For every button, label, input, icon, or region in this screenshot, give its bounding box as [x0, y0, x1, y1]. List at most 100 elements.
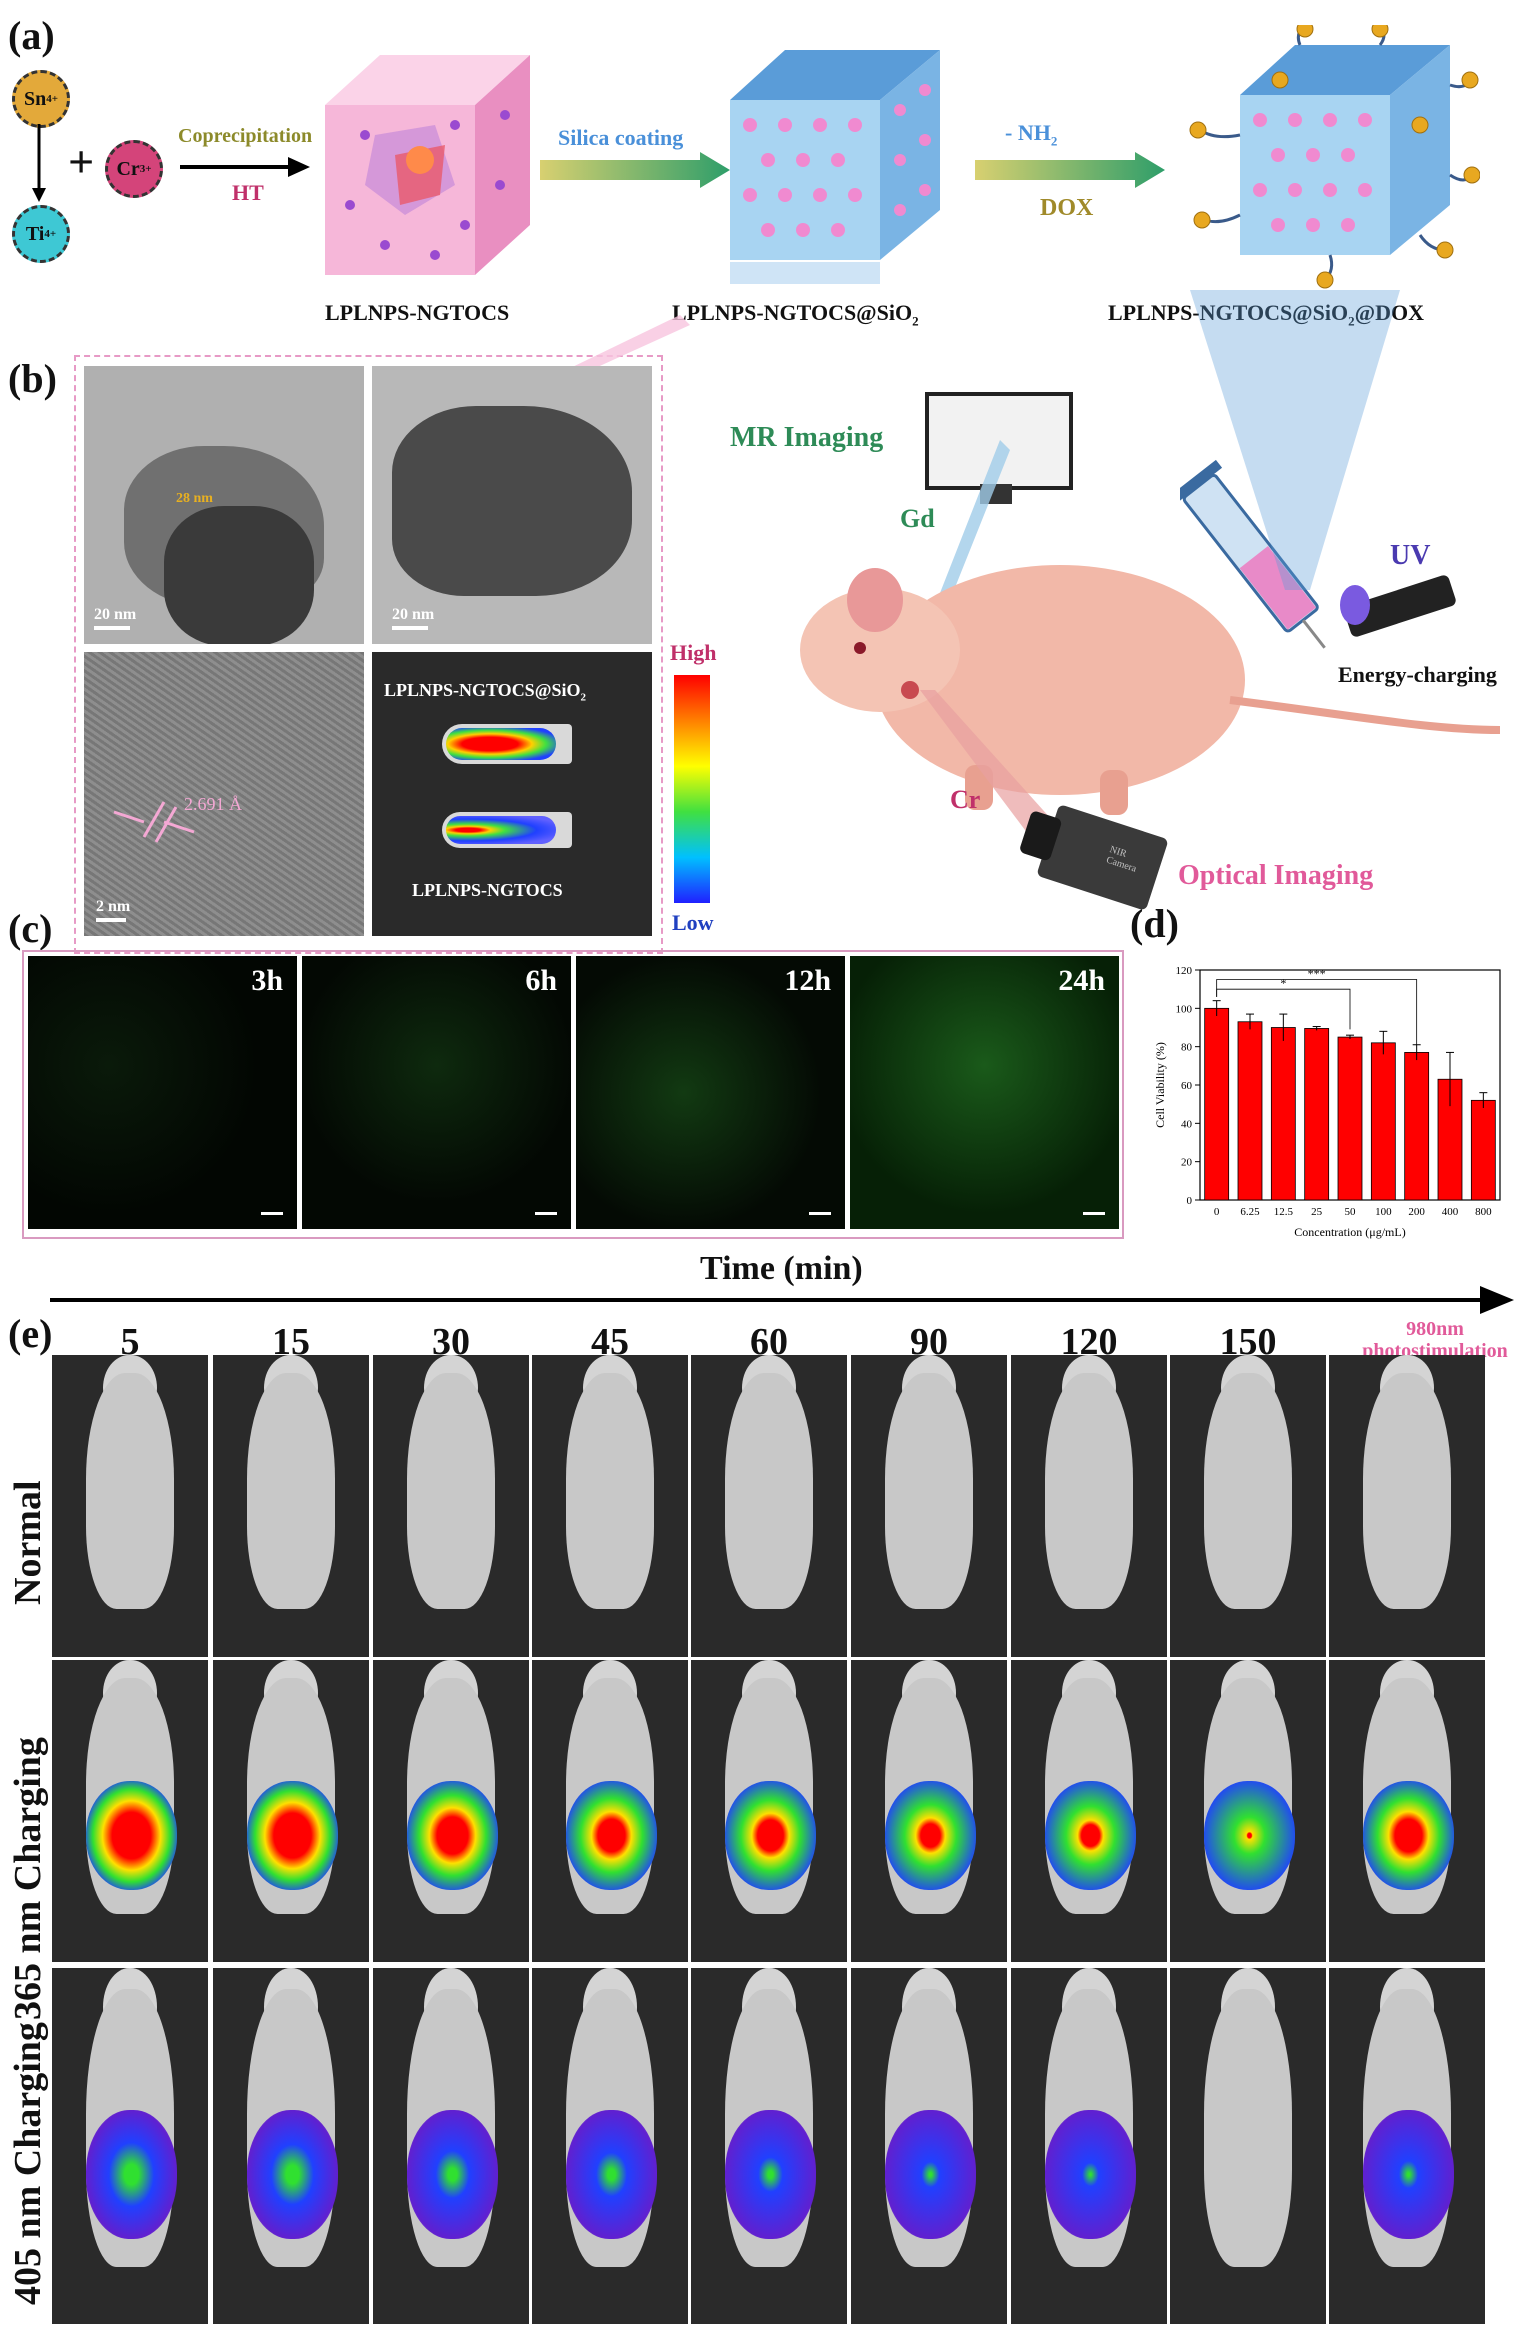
product3-name: LPLNPS-NGTOCS@SiO	[1108, 300, 1349, 325]
cr-label-imaging: Cr	[950, 785, 981, 814]
bar	[1370, 1042, 1396, 1201]
nh2-label: - NH2	[1005, 120, 1057, 149]
in-vivo-image	[1170, 1968, 1326, 2324]
significance-label: ***	[1308, 967, 1326, 981]
dox-beam	[1190, 290, 1400, 590]
tem-callout	[560, 315, 690, 375]
ht-label: HT	[232, 180, 264, 205]
luminescence-signal	[1363, 2110, 1454, 2239]
coprecipitation-label: Coprecipitation	[178, 125, 313, 147]
mouse-body	[247, 1373, 335, 1609]
hrtem-scale-label: 2 nm	[96, 898, 131, 915]
luminescence-signal	[247, 1780, 338, 1890]
x-tick-label: 100	[1375, 1206, 1392, 1218]
ti-label: Ti	[25, 222, 45, 245]
sn-ion: Sn 4+	[12, 70, 70, 128]
row-label-normal: Normal	[7, 1480, 49, 1605]
mouse-body	[1204, 1373, 1292, 1609]
x-tick-label: 400	[1442, 1206, 1459, 1218]
mouse-body	[725, 1373, 813, 1609]
cell-time-3h: 3h	[251, 964, 283, 997]
luminescence-signal	[86, 1780, 177, 1890]
nir-camera: NIR Camera	[1018, 804, 1169, 911]
cr-charge: 3+	[139, 163, 152, 175]
plus-sign: +	[68, 136, 95, 187]
step1-arrow	[180, 157, 310, 177]
x-tick-label: 800	[1475, 1206, 1492, 1218]
tem-image-1: 28 nm 20 nm	[84, 366, 364, 644]
in-vivo-image	[1170, 1660, 1326, 1962]
silica-cube	[730, 50, 940, 284]
hrtem-image: 2.691 Å 2 nm	[84, 652, 364, 936]
dox-label: DOX	[1040, 195, 1094, 221]
nh2-text: - NH	[1005, 120, 1051, 145]
sn-to-ti-arrow	[32, 124, 46, 202]
in-vivo-image	[691, 1355, 847, 1657]
in-vivo-image	[52, 1660, 208, 1962]
in-vivo-image	[532, 1660, 688, 1962]
tube-luminescence-image: LPLNPS-NGTOCS@SiO2 LPLNPS-NGTOCS	[372, 652, 652, 936]
x-axis-label: Concentration (μg/mL)	[1294, 1225, 1405, 1239]
tube2-signal	[446, 816, 556, 844]
luminescence-signal	[725, 2110, 816, 2239]
x-tick-label: 50	[1345, 1206, 1357, 1218]
tube2-label: LPLNPS-NGTOCS	[412, 880, 563, 900]
luminescence-signal	[885, 1780, 976, 1890]
row-label-365: 365 nm Charging	[7, 1737, 49, 2020]
panel-label-c: (c)	[8, 906, 53, 951]
bar	[1204, 1007, 1230, 1201]
panel-label-e: (e)	[8, 1311, 53, 1356]
x-tick-label: 6.25	[1240, 1206, 1260, 1218]
in-vivo-image	[851, 1355, 1007, 1657]
ti-ion: Ti 4+	[12, 205, 70, 263]
optical-imaging-label: Optical Imaging	[1178, 860, 1374, 891]
in-vivo-image	[213, 1968, 369, 2324]
time-label: 5	[120, 1321, 140, 1363]
product2-sub: 2	[912, 313, 919, 329]
product1-label: LPLNPS-NGTOCS	[325, 300, 510, 325]
in-vivo-image	[851, 1660, 1007, 1962]
cell-image-6h: 6h	[302, 956, 571, 1229]
colorbar-high-label: High	[670, 640, 717, 665]
luminescence-signal	[407, 2110, 498, 2239]
tem-scale-2-label: 20 nm	[392, 606, 435, 623]
in-vivo-image	[373, 1355, 529, 1657]
in-vivo-image	[52, 1355, 208, 1657]
uv-light-spot	[1340, 585, 1370, 625]
y-tick-label: 20	[1181, 1157, 1193, 1169]
in-vivo-image	[213, 1660, 369, 1962]
in-vivo-image	[1011, 1355, 1167, 1657]
in-vivo-image	[532, 1355, 688, 1657]
cell-time-12h: 12h	[784, 964, 831, 997]
gd-label: Gd	[900, 504, 935, 533]
in-vivo-image	[213, 1355, 369, 1657]
in-vivo-image	[691, 1968, 847, 2324]
cr-ion: Cr 3+	[105, 140, 163, 198]
bar	[1404, 1052, 1430, 1201]
last-column-line1: 980nm	[1406, 1318, 1464, 1340]
camera-text: NIR Camera	[1104, 844, 1138, 875]
luminescence-signal	[1045, 2110, 1136, 2239]
bar	[1237, 1021, 1263, 1201]
thickness-label: 28 nm	[176, 491, 213, 506]
hrtem-scale: 2 nm	[96, 898, 130, 922]
bar	[1470, 1099, 1496, 1201]
uv-label: UV	[1390, 540, 1431, 571]
nh2-sub: 2	[1050, 133, 1058, 149]
tube1-label: LPLNPS-NGTOCS@SiO2	[384, 680, 586, 704]
sn-label: Sn	[23, 87, 47, 110]
tem-scale-1: 20 nm	[94, 606, 136, 630]
cell-image-12h: 12h	[576, 956, 845, 1229]
in-vivo-image	[1011, 1968, 1167, 2324]
in-vivo-image	[851, 1968, 1007, 2324]
mouse-body	[1363, 1373, 1451, 1609]
in-vivo-image	[1329, 1660, 1485, 1962]
colorbar	[674, 675, 710, 903]
product3-suffix: @DOX	[1354, 300, 1424, 325]
bar	[1270, 1027, 1296, 1201]
product3-label: LPLNPS-NGTOCS@SiO2@DOX	[1108, 300, 1424, 329]
significance-label: *	[1280, 976, 1286, 990]
tem-image-2: 20 nm	[372, 366, 652, 644]
luminescence-signal	[407, 1780, 498, 1890]
tem-frame	[74, 355, 663, 954]
